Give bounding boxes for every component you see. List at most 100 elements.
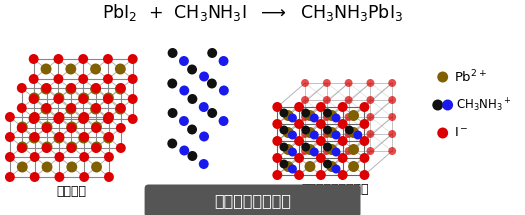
Circle shape <box>338 153 348 163</box>
Circle shape <box>17 121 28 132</box>
Circle shape <box>180 86 189 95</box>
Circle shape <box>283 110 293 121</box>
Circle shape <box>304 127 316 138</box>
Circle shape <box>304 161 316 172</box>
Circle shape <box>66 121 77 132</box>
Circle shape <box>294 153 304 163</box>
Circle shape <box>338 119 348 129</box>
Circle shape <box>338 102 348 112</box>
Circle shape <box>332 114 341 123</box>
Circle shape <box>294 119 304 129</box>
Circle shape <box>29 74 39 84</box>
Circle shape <box>91 141 102 152</box>
Circle shape <box>17 83 27 93</box>
Circle shape <box>55 152 65 162</box>
Circle shape <box>78 112 89 123</box>
Circle shape <box>116 123 126 133</box>
Circle shape <box>116 103 126 113</box>
Circle shape <box>218 56 228 66</box>
Circle shape <box>360 170 370 180</box>
Circle shape <box>301 96 309 104</box>
Circle shape <box>29 92 39 103</box>
Circle shape <box>199 72 209 81</box>
Circle shape <box>79 112 89 122</box>
Circle shape <box>344 113 353 121</box>
Circle shape <box>288 164 297 174</box>
Circle shape <box>366 147 374 155</box>
Circle shape <box>17 103 27 113</box>
Circle shape <box>316 170 326 180</box>
Circle shape <box>103 92 114 103</box>
Circle shape <box>338 136 348 146</box>
Circle shape <box>301 79 309 87</box>
Circle shape <box>54 94 64 104</box>
Circle shape <box>199 102 209 112</box>
Text: ペロブスカイト結晶: ペロブスカイト結晶 <box>301 183 369 196</box>
Circle shape <box>41 121 52 132</box>
Circle shape <box>41 161 52 172</box>
Circle shape <box>432 100 443 111</box>
Circle shape <box>332 147 341 157</box>
Circle shape <box>78 132 89 143</box>
Circle shape <box>301 130 309 138</box>
Circle shape <box>55 132 65 142</box>
Circle shape <box>40 63 51 75</box>
Circle shape <box>30 152 39 162</box>
Circle shape <box>187 64 197 75</box>
Circle shape <box>301 109 310 118</box>
Circle shape <box>54 132 65 143</box>
Circle shape <box>180 146 189 155</box>
Circle shape <box>91 103 101 113</box>
Circle shape <box>388 79 396 87</box>
Circle shape <box>91 123 101 133</box>
Circle shape <box>323 96 331 104</box>
Circle shape <box>323 160 332 169</box>
Circle shape <box>388 96 396 104</box>
Circle shape <box>17 123 27 133</box>
Circle shape <box>187 124 197 135</box>
Circle shape <box>115 83 126 95</box>
Circle shape <box>91 121 102 132</box>
Circle shape <box>207 108 217 118</box>
Circle shape <box>54 92 65 103</box>
Circle shape <box>199 132 209 141</box>
Circle shape <box>345 126 354 135</box>
Circle shape <box>344 79 353 87</box>
Circle shape <box>294 102 304 112</box>
Circle shape <box>55 112 65 122</box>
Circle shape <box>5 132 15 142</box>
Circle shape <box>41 103 51 113</box>
Circle shape <box>41 143 51 153</box>
Circle shape <box>283 144 293 155</box>
Circle shape <box>323 147 331 155</box>
Circle shape <box>78 94 88 104</box>
Circle shape <box>366 113 374 121</box>
Circle shape <box>29 132 39 143</box>
Circle shape <box>115 63 126 75</box>
Circle shape <box>344 96 353 104</box>
Circle shape <box>103 74 113 84</box>
Circle shape <box>40 83 51 95</box>
Circle shape <box>17 141 28 152</box>
Circle shape <box>283 127 293 138</box>
Circle shape <box>128 114 138 124</box>
Circle shape <box>116 83 126 93</box>
Circle shape <box>104 172 114 182</box>
Circle shape <box>348 110 359 121</box>
Circle shape <box>348 144 359 155</box>
Circle shape <box>360 136 370 146</box>
Circle shape <box>310 114 319 123</box>
Circle shape <box>167 78 177 89</box>
Circle shape <box>30 172 39 182</box>
Circle shape <box>301 126 310 135</box>
Circle shape <box>288 147 297 157</box>
Circle shape <box>128 94 138 104</box>
Circle shape <box>272 136 282 146</box>
Circle shape <box>294 170 304 180</box>
Circle shape <box>316 102 326 112</box>
Circle shape <box>366 96 374 104</box>
Circle shape <box>301 113 309 121</box>
Circle shape <box>167 108 177 118</box>
Circle shape <box>283 161 293 172</box>
Circle shape <box>344 147 353 155</box>
